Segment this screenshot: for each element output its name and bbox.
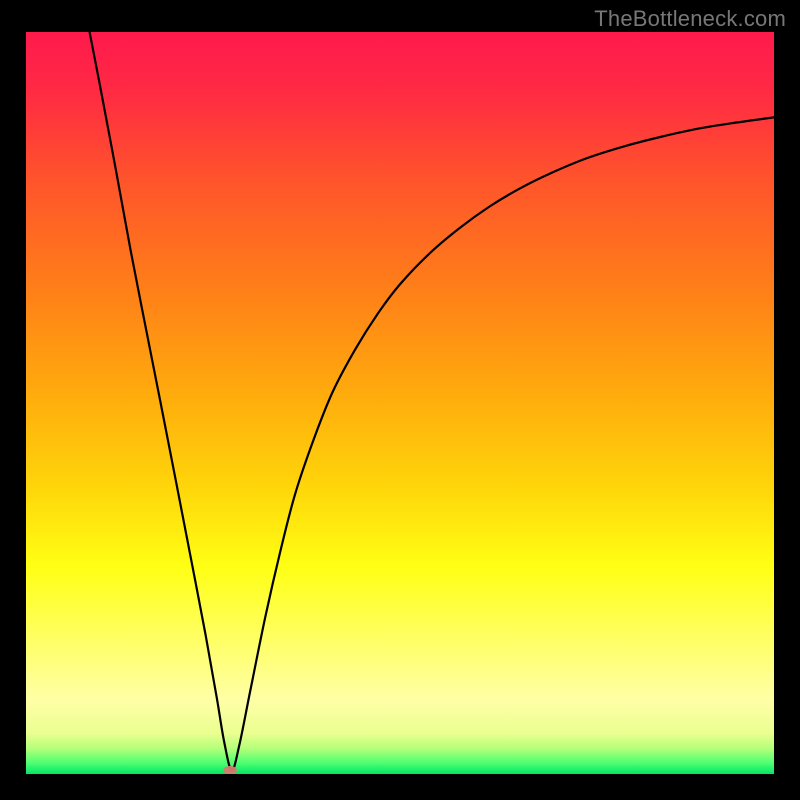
- watermark-text: TheBottleneck.com: [594, 6, 786, 32]
- plot-area: [26, 32, 774, 774]
- plot-background: [26, 32, 774, 774]
- chart-frame: TheBottleneck.com: [0, 0, 800, 800]
- plot-svg: [26, 32, 774, 774]
